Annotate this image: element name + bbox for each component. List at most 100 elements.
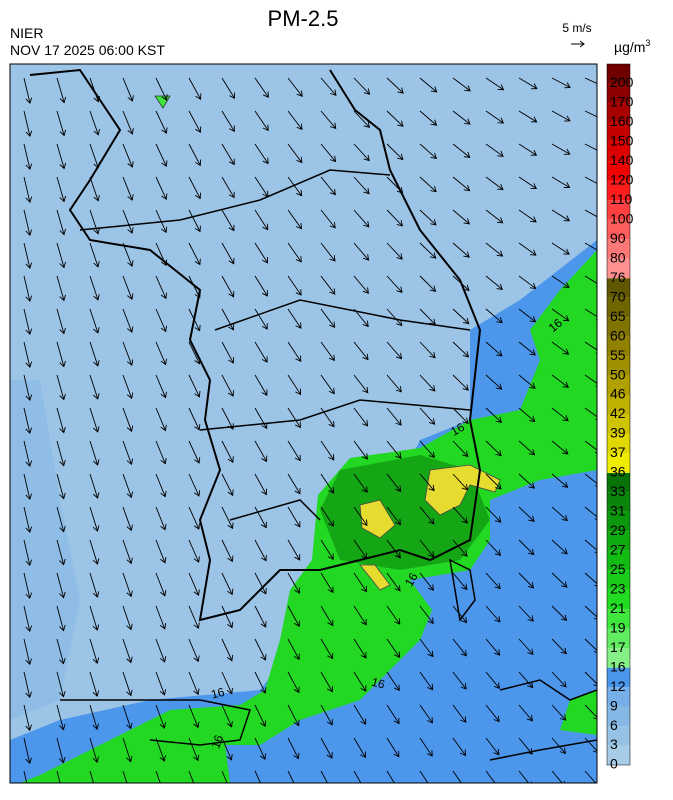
wind-arrow bbox=[221, 275, 235, 298]
wind-arrow bbox=[287, 506, 301, 528]
contour-label: 16 bbox=[402, 570, 421, 589]
wind-arrow bbox=[188, 440, 201, 464]
wind-arrow bbox=[155, 704, 166, 729]
colorbar-label: 16 bbox=[610, 658, 626, 674]
wind-reference-label: 5 m/s bbox=[562, 21, 591, 35]
colorbar-label: 65 bbox=[610, 308, 626, 324]
wind-arrow bbox=[155, 407, 167, 432]
wind-arrow bbox=[188, 110, 202, 134]
wind-arrow bbox=[155, 374, 167, 399]
colorbar-label: 25 bbox=[610, 561, 626, 577]
wind-arrow bbox=[551, 704, 567, 721]
wind-arrow bbox=[188, 209, 201, 233]
wind-arrow bbox=[89, 506, 100, 532]
wind-arrow bbox=[188, 341, 201, 365]
wind-arrow bbox=[419, 737, 433, 757]
wind-arrow bbox=[23, 77, 33, 105]
wind-arrow bbox=[452, 176, 471, 192]
wind-arrow bbox=[155, 242, 168, 267]
wind-arrow bbox=[23, 605, 32, 633]
wind-arrow bbox=[287, 671, 300, 694]
wind-arrow bbox=[353, 572, 368, 593]
wind-arrow bbox=[221, 638, 234, 662]
contour-label: 16 bbox=[448, 420, 467, 439]
wind-arrow bbox=[485, 242, 504, 257]
wind-arrow bbox=[188, 638, 200, 663]
title: PM-2.5 bbox=[268, 6, 339, 31]
colorbar-label: 140 bbox=[610, 152, 634, 168]
wind-arrow bbox=[320, 671, 333, 693]
wind-arrow bbox=[188, 374, 201, 398]
wind-arrow bbox=[518, 275, 537, 289]
wind-arrow bbox=[584, 407, 597, 420]
wind-arrow bbox=[386, 572, 401, 592]
wind-arrow bbox=[188, 572, 200, 596]
wind-arrow bbox=[155, 143, 168, 168]
wind-arrow bbox=[254, 605, 267, 628]
wind-arrow bbox=[320, 770, 328, 783]
wind-arrow bbox=[188, 770, 195, 783]
wind-arrow bbox=[122, 110, 134, 135]
field-green-east bbox=[560, 690, 597, 735]
wind-arrow bbox=[221, 506, 234, 530]
wind-arrow bbox=[551, 605, 568, 621]
colorbar-label: 55 bbox=[610, 347, 626, 363]
wind-arrow bbox=[221, 473, 234, 497]
wind-arrow bbox=[320, 440, 335, 461]
wind-arrow bbox=[386, 77, 404, 94]
wind-arrow bbox=[254, 341, 268, 363]
wind-arrow bbox=[584, 209, 597, 221]
wind-arrow bbox=[188, 473, 201, 497]
colorbar-box bbox=[607, 492, 630, 512]
field-west bbox=[10, 380, 80, 720]
wind-arrow bbox=[23, 473, 33, 501]
wind-arrow bbox=[485, 770, 499, 783]
wind-arrow bbox=[89, 704, 100, 730]
wind-arrow bbox=[122, 506, 133, 532]
wind-arrow bbox=[386, 242, 403, 260]
wind-arrow bbox=[155, 737, 166, 762]
wind-arrow bbox=[56, 605, 66, 632]
wind-arrow bbox=[23, 275, 33, 303]
wind-arrow bbox=[353, 407, 369, 427]
wind-arrow bbox=[485, 209, 504, 224]
wind-arrow bbox=[518, 374, 536, 389]
colorbar-box bbox=[607, 395, 630, 415]
wind-arrow bbox=[386, 407, 402, 426]
colorbar-label: 120 bbox=[610, 172, 634, 188]
wind-arrow bbox=[353, 737, 366, 759]
wind-arrow bbox=[56, 671, 66, 698]
wind-arrow bbox=[188, 605, 200, 630]
wind-arrow bbox=[518, 605, 534, 622]
wind-arrow bbox=[320, 572, 334, 594]
unit: µg/m bbox=[614, 39, 645, 55]
wind-arrow bbox=[353, 638, 367, 659]
wind-arrow bbox=[518, 77, 538, 90]
wind-arrow bbox=[254, 308, 268, 330]
wind-arrow bbox=[221, 143, 235, 166]
wind-reference-arrowhead bbox=[579, 40, 585, 48]
wind-arrow bbox=[518, 176, 538, 190]
colorbar-label: 17 bbox=[610, 639, 626, 655]
wind-arrow bbox=[584, 638, 597, 653]
wind-arrow bbox=[551, 242, 570, 255]
field-south bbox=[10, 240, 597, 783]
colorbar-label: 42 bbox=[610, 405, 626, 421]
wind-arrow bbox=[386, 737, 400, 758]
wind-arrow bbox=[518, 143, 538, 156]
wind-arrow bbox=[188, 242, 201, 266]
colorbar-label: 76 bbox=[610, 269, 626, 285]
wind-arrow bbox=[551, 407, 569, 422]
wind-arrow bbox=[122, 341, 134, 367]
wind-arrow bbox=[287, 110, 303, 131]
colorbar-label: 31 bbox=[610, 503, 626, 519]
colorbar-frame bbox=[606, 63, 631, 766]
wind-arrow bbox=[122, 638, 133, 664]
colorbar-box bbox=[607, 102, 630, 123]
wind-arrow bbox=[452, 638, 467, 657]
wind-arrow bbox=[419, 308, 436, 326]
wind-arrow bbox=[122, 209, 134, 234]
wind-arrow bbox=[221, 440, 234, 463]
wind-arrow bbox=[584, 242, 597, 254]
